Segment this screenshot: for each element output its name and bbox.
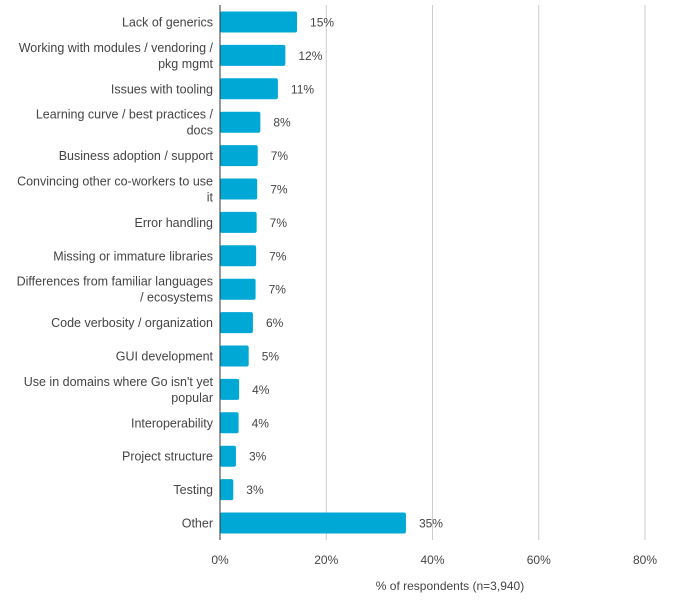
category-label: it — [207, 191, 214, 205]
value-label: 3% — [249, 450, 267, 464]
category-label: Testing — [173, 483, 213, 497]
value-label: 7% — [269, 283, 287, 297]
category-label: Code verbosity / organization — [51, 316, 213, 330]
category-label: / ecosystems — [140, 291, 213, 305]
bar — [220, 145, 258, 167]
category-label: Convincing other co-workers to use — [17, 175, 213, 189]
category-label: Differences from familiar languages — [17, 275, 213, 289]
bar — [220, 412, 239, 434]
value-label: 7% — [269, 249, 287, 263]
category-label: Error handling — [134, 216, 213, 230]
value-label: 8% — [273, 116, 291, 130]
value-label: 5% — [262, 350, 280, 364]
category-label: Lack of generics — [122, 16, 213, 30]
bar — [220, 512, 406, 534]
value-label: 7% — [270, 183, 288, 197]
value-label: 4% — [252, 383, 270, 397]
category-label: Interoperability — [131, 416, 214, 430]
bar — [220, 111, 261, 133]
bar — [220, 178, 258, 200]
bar — [220, 278, 256, 300]
category-label: Project structure — [122, 450, 213, 464]
category-label: docs — [187, 124, 213, 138]
x-axis-title: % of respondents (n=3,940) — [376, 579, 524, 593]
bar — [220, 11, 298, 33]
x-tick-label: 20% — [314, 553, 338, 567]
value-label: 3% — [246, 483, 264, 497]
bar — [220, 345, 249, 367]
bar — [220, 479, 234, 501]
category-label: Working with modules / vendoring / — [19, 41, 214, 55]
x-tick-label: 60% — [527, 553, 551, 567]
bar — [220, 245, 257, 267]
category-label: Missing or immature libraries — [53, 249, 213, 263]
category-label: Issues with tooling — [111, 82, 213, 96]
value-labels: 15% 12% 11% 8% 7% 7% 7% 7% 7% 6% 5% 4% 4% 3% 3% 35% — [246, 16, 443, 531]
value-label: 7% — [271, 149, 289, 163]
category-label: Learning curve / best practices / — [36, 108, 214, 122]
bar — [220, 211, 257, 233]
value-label: 12% — [298, 49, 322, 63]
x-axis-ticks: 0% 20% 40% 60% 80% — [211, 553, 657, 567]
x-tick-label: 40% — [420, 553, 444, 567]
value-label: 35% — [419, 517, 443, 531]
category-label: GUI development — [116, 350, 214, 364]
bars — [220, 11, 406, 534]
bar — [220, 44, 286, 66]
value-label: 4% — [252, 416, 270, 430]
gridlines — [325, 5, 646, 540]
bar — [220, 312, 253, 334]
value-label: 7% — [270, 216, 288, 230]
x-tick-label: 80% — [633, 553, 657, 567]
bar — [220, 78, 278, 100]
category-label: Use in domains where Go isn't yet — [24, 375, 214, 389]
value-label: 6% — [266, 316, 284, 330]
category-labels: Lack of generics Working with modules / v… — [17, 16, 214, 531]
bar — [220, 378, 240, 400]
value-label: 15% — [310, 16, 334, 30]
category-label: popular — [171, 391, 213, 405]
category-label: Business adoption / support — [59, 149, 214, 163]
category-label: pkg mgmt — [158, 57, 213, 71]
bar — [220, 445, 236, 467]
category-label: Other — [182, 517, 213, 531]
value-label: 11% — [291, 82, 314, 96]
x-tick-label: 0% — [211, 553, 229, 567]
